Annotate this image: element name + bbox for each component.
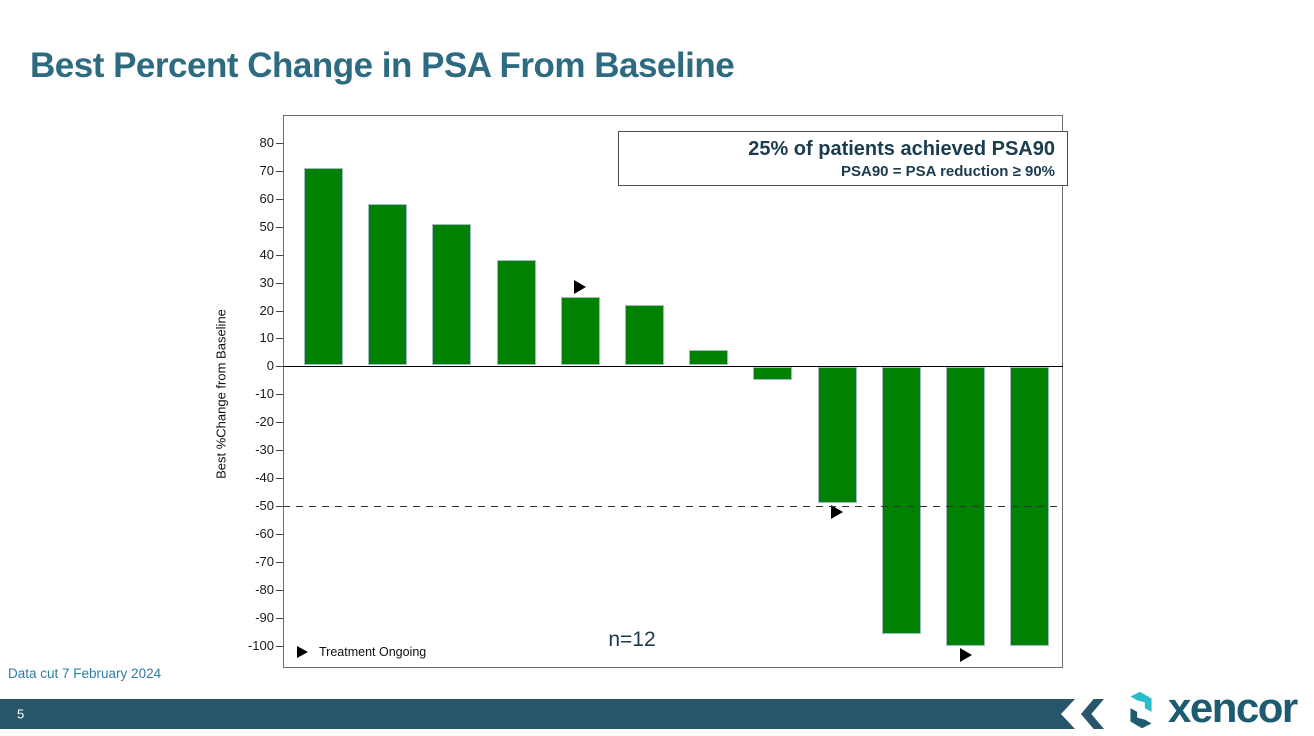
footer-ribbon-chevron-icon — [1081, 699, 1104, 729]
y-tick-mark — [276, 533, 283, 535]
xencor-logo-wordmark: xencor — [1168, 684, 1298, 731]
bar — [368, 204, 408, 366]
n-count-label: n=12 — [608, 628, 656, 651]
y-tick-label: 10 — [259, 330, 274, 346]
treatment-ongoing-marker-icon — [574, 279, 587, 294]
y-tick-mark — [276, 338, 283, 340]
y-tick-mark — [276, 561, 283, 563]
y-tick-mark — [276, 450, 283, 452]
y-tick-label: -60 — [255, 525, 274, 541]
treatment-ongoing-marker-icon — [959, 647, 972, 662]
y-tick-mark — [276, 254, 283, 256]
bar — [304, 168, 343, 366]
y-tick-label: -10 — [255, 386, 274, 402]
plot-area — [283, 115, 1063, 668]
xencor-logo-mark-icon — [1130, 691, 1152, 729]
y-tick-mark — [276, 645, 283, 647]
zero-line — [283, 366, 1063, 368]
treatment-ongoing-marker-icon — [297, 646, 308, 658]
y-tick-mark — [276, 366, 283, 368]
y-tick-mark — [276, 589, 283, 591]
bar — [817, 367, 857, 504]
legend: Treatment Ongoing — [297, 645, 426, 659]
y-tick-mark — [276, 506, 283, 507]
y-tick-mark — [276, 282, 283, 284]
y-tick-label: -100 — [247, 637, 274, 653]
page-title: Best Percent Change in PSA From Baseline — [30, 46, 735, 85]
y-tick-mark — [276, 310, 283, 312]
bar — [432, 223, 472, 366]
y-tick-label: 0 — [266, 358, 274, 374]
y-tick-mark — [276, 226, 283, 228]
y-tick-mark — [276, 170, 283, 172]
bar — [753, 367, 793, 381]
bar — [881, 367, 921, 635]
footer-ribbon: 5 — [0, 699, 1075, 729]
y-tick-label: 20 — [259, 302, 274, 318]
y-tick-label: -80 — [255, 581, 274, 597]
y-tick-mark — [276, 394, 283, 396]
y-tick-label: 50 — [259, 218, 274, 234]
treatment-ongoing-marker-icon — [831, 505, 844, 520]
y-tick-label: -70 — [255, 553, 274, 569]
y-tick-label: -40 — [255, 470, 274, 486]
y-tick-label: -30 — [255, 442, 274, 458]
y-tick-label: -90 — [255, 609, 274, 625]
bar — [689, 349, 729, 366]
annotation-line1: 25% of patients achieved PSA90 — [748, 138, 1055, 160]
data-cut-footnote: Data cut 7 February 2024 — [8, 666, 162, 681]
y-tick-label: 40 — [259, 246, 274, 262]
reference-line-minus50 — [283, 506, 1063, 507]
page-number: 5 — [17, 706, 25, 722]
y-tick-mark — [276, 617, 283, 619]
y-tick-label: -50 — [255, 498, 274, 513]
y-tick-label: -20 — [255, 414, 274, 430]
legend-label: Treatment Ongoing — [319, 645, 427, 659]
y-tick-label: 60 — [259, 190, 274, 206]
y-tick-label: 80 — [259, 134, 274, 150]
y-tick-mark — [276, 422, 283, 424]
xencor-logo: xencor — [1117, 684, 1298, 735]
y-tick-mark — [276, 142, 283, 144]
bar — [560, 296, 600, 366]
annotation-line2: PSA90 = PSA reduction ≥ 90% — [841, 163, 1055, 180]
y-tick-mark — [276, 478, 283, 480]
y-tick-mark — [276, 198, 283, 200]
bar — [625, 304, 664, 366]
bar — [496, 260, 536, 366]
annotation-box: 25% of patients achieved PSA90 PSA90 = P… — [618, 131, 1068, 186]
y-tick-label: 70 — [259, 162, 274, 178]
y-tick-label: 30 — [259, 274, 274, 290]
